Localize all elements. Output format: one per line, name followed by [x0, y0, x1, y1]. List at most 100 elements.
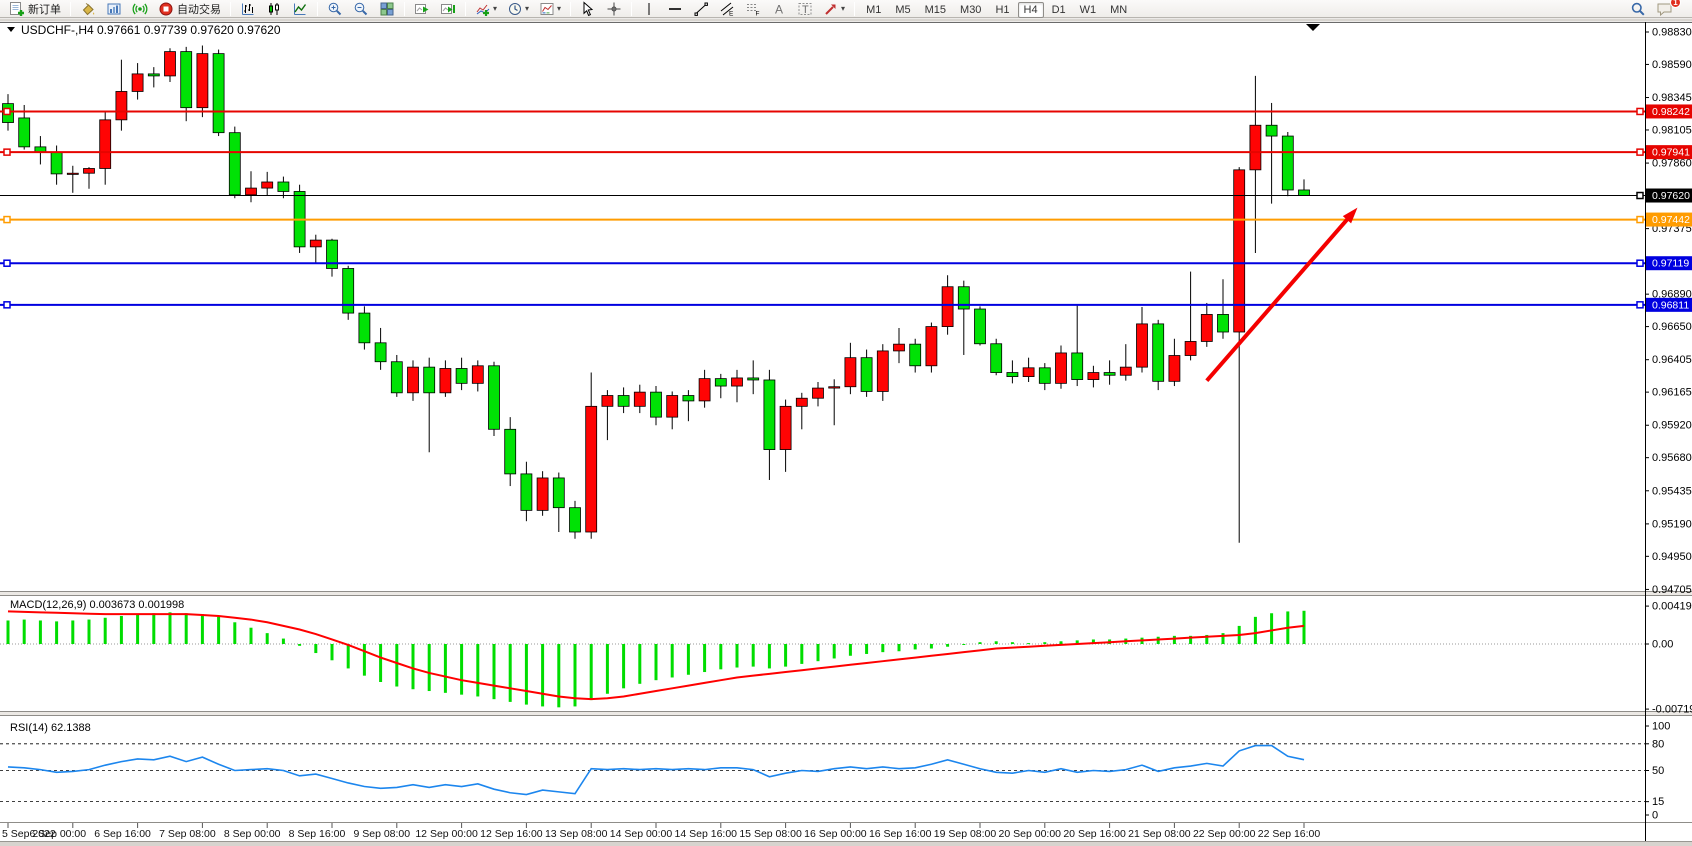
one-click-trading-collapse-icon[interactable] [7, 27, 15, 32]
line-end-handle[interactable] [1636, 107, 1644, 116]
new-order-button[interactable]: 新订单 [5, 0, 65, 17]
time-tick-label: 7 Sep 08:00 [159, 828, 216, 840]
styles-button[interactable] [76, 0, 100, 17]
timeframe-button-mn[interactable]: MN [1110, 3, 1128, 16]
macd-histogram-bar [622, 644, 626, 689]
candle-body [795, 397, 808, 407]
arrows-icon [823, 1, 839, 17]
candle-body [228, 132, 241, 196]
chart-shift-button[interactable] [436, 0, 460, 17]
candle-body [747, 377, 760, 381]
line-anchor-handle[interactable] [3, 301, 11, 309]
candle-body [893, 343, 905, 352]
candle-body [18, 117, 31, 148]
timeframe-button-d1[interactable]: D1 [1051, 3, 1066, 16]
vertical-line-icon [641, 1, 657, 17]
macd-histogram-bar [1253, 616, 1257, 644]
chart-shift-marker-icon[interactable] [1306, 24, 1320, 31]
trend-arrow-head[interactable] [1342, 207, 1358, 224]
timeframe-button-h4[interactable]: H4 [1017, 1, 1044, 18]
candle-body [633, 391, 646, 407]
timeframe-button-w1[interactable]: W1 [1079, 3, 1097, 16]
notifications-button[interactable]: 1 [1652, 0, 1681, 17]
candle-body [909, 343, 922, 367]
macd-histogram-bar [978, 642, 982, 644]
tile-windows-button[interactable] [375, 0, 399, 17]
candle-body [488, 365, 500, 430]
indicators-button[interactable]: ▾ [471, 0, 501, 17]
arrows-button[interactable]: ▾ [819, 0, 849, 17]
macd-histogram-bar [508, 644, 512, 702]
line-anchor-handle[interactable] [3, 215, 11, 224]
candle-body [520, 473, 533, 511]
price-tick-label: 0.98830 [1652, 27, 1692, 39]
macd-histogram-bar [427, 644, 431, 692]
candle-body [698, 378, 711, 402]
candle-body [617, 395, 630, 407]
price-badge-label: 0.97620 [1652, 190, 1690, 202]
macd-histogram-bar [38, 620, 42, 644]
bar-chart-button[interactable] [236, 0, 260, 17]
line-anchor-handle[interactable] [3, 259, 11, 267]
line-end-handle[interactable] [1636, 301, 1644, 309]
text-label-button[interactable]: T [793, 0, 817, 17]
auto-scroll-button[interactable] [410, 0, 434, 17]
line-anchor-handle[interactable] [3, 148, 11, 156]
macd-tick-label: -0.007196 [1652, 704, 1692, 716]
line-end-handle[interactable] [1636, 215, 1644, 224]
text-button[interactable]: A [767, 0, 791, 17]
timeframe-button-m5[interactable]: M5 [895, 3, 911, 16]
macd-rsi-separator[interactable] [0, 711, 1692, 716]
trend-arrow-line[interactable] [1205, 215, 1352, 382]
cursor-button[interactable] [576, 0, 600, 17]
signal-button[interactable] [128, 0, 152, 17]
macd-histogram-bar [670, 644, 674, 678]
fibonacci-button[interactable]: F [741, 0, 765, 17]
profiles-button[interactable] [102, 0, 126, 17]
macd-histogram-bar [946, 644, 950, 647]
templates-button[interactable]: ▾ [535, 0, 565, 17]
candle-body [925, 326, 938, 367]
candle-body [1103, 372, 1116, 376]
line-end-handle[interactable] [1636, 259, 1644, 267]
horizontal-line-button[interactable] [663, 0, 687, 17]
macd-histogram-bar [249, 627, 253, 644]
vertical-line-button[interactable] [637, 0, 661, 17]
price-lines [0, 107, 1645, 309]
macd-histogram-bar [281, 638, 285, 644]
macd-histogram-bar [55, 621, 59, 644]
candle-body [763, 379, 776, 450]
macd-histogram-bar [1043, 642, 1047, 644]
price-axis[interactable]: 0.988300.985900.983450.981050.978600.973… [1636, 22, 1692, 841]
dropdown-caret-icon: ▾ [493, 4, 498, 13]
macd-histogram-bar [767, 644, 771, 669]
zoom-out-button[interactable] [349, 0, 373, 17]
line-chart-button[interactable] [288, 0, 312, 17]
macd-histogram-bar [460, 644, 464, 695]
zoom-in-button[interactable] [323, 0, 347, 17]
line-end-handle[interactable] [1636, 148, 1644, 156]
crosshair-button[interactable] [602, 0, 626, 17]
price-badge [1646, 145, 1692, 160]
rsi-tick-label: 0 [1652, 810, 1658, 822]
main-macd-separator[interactable] [0, 591, 1692, 596]
line-end-handle[interactable] [1636, 191, 1644, 200]
line-anchor-handle[interactable] [3, 107, 11, 116]
channel-button[interactable]: E [715, 0, 739, 17]
periods-button[interactable]: ▾ [503, 0, 533, 17]
candlestick-button[interactable] [262, 0, 286, 17]
auto-trading-button[interactable]: 自动交易 [154, 0, 225, 17]
macd-histogram-bar [265, 633, 269, 644]
price-tick-label: 0.98105 [1652, 124, 1692, 136]
timeframe-button-m30[interactable]: M30 [960, 3, 982, 16]
search-button[interactable] [1626, 0, 1650, 17]
timeframe-button-m15[interactable]: M15 [924, 3, 947, 16]
macd-histogram-bar [1270, 613, 1274, 644]
timeframe-button-h1[interactable]: H1 [995, 3, 1010, 16]
macd-tick-label: 0.00419 [1652, 601, 1692, 613]
trendline-button[interactable] [689, 0, 713, 17]
candle-body [941, 286, 954, 327]
timeframe-button-m1[interactable]: M1 [866, 3, 882, 16]
